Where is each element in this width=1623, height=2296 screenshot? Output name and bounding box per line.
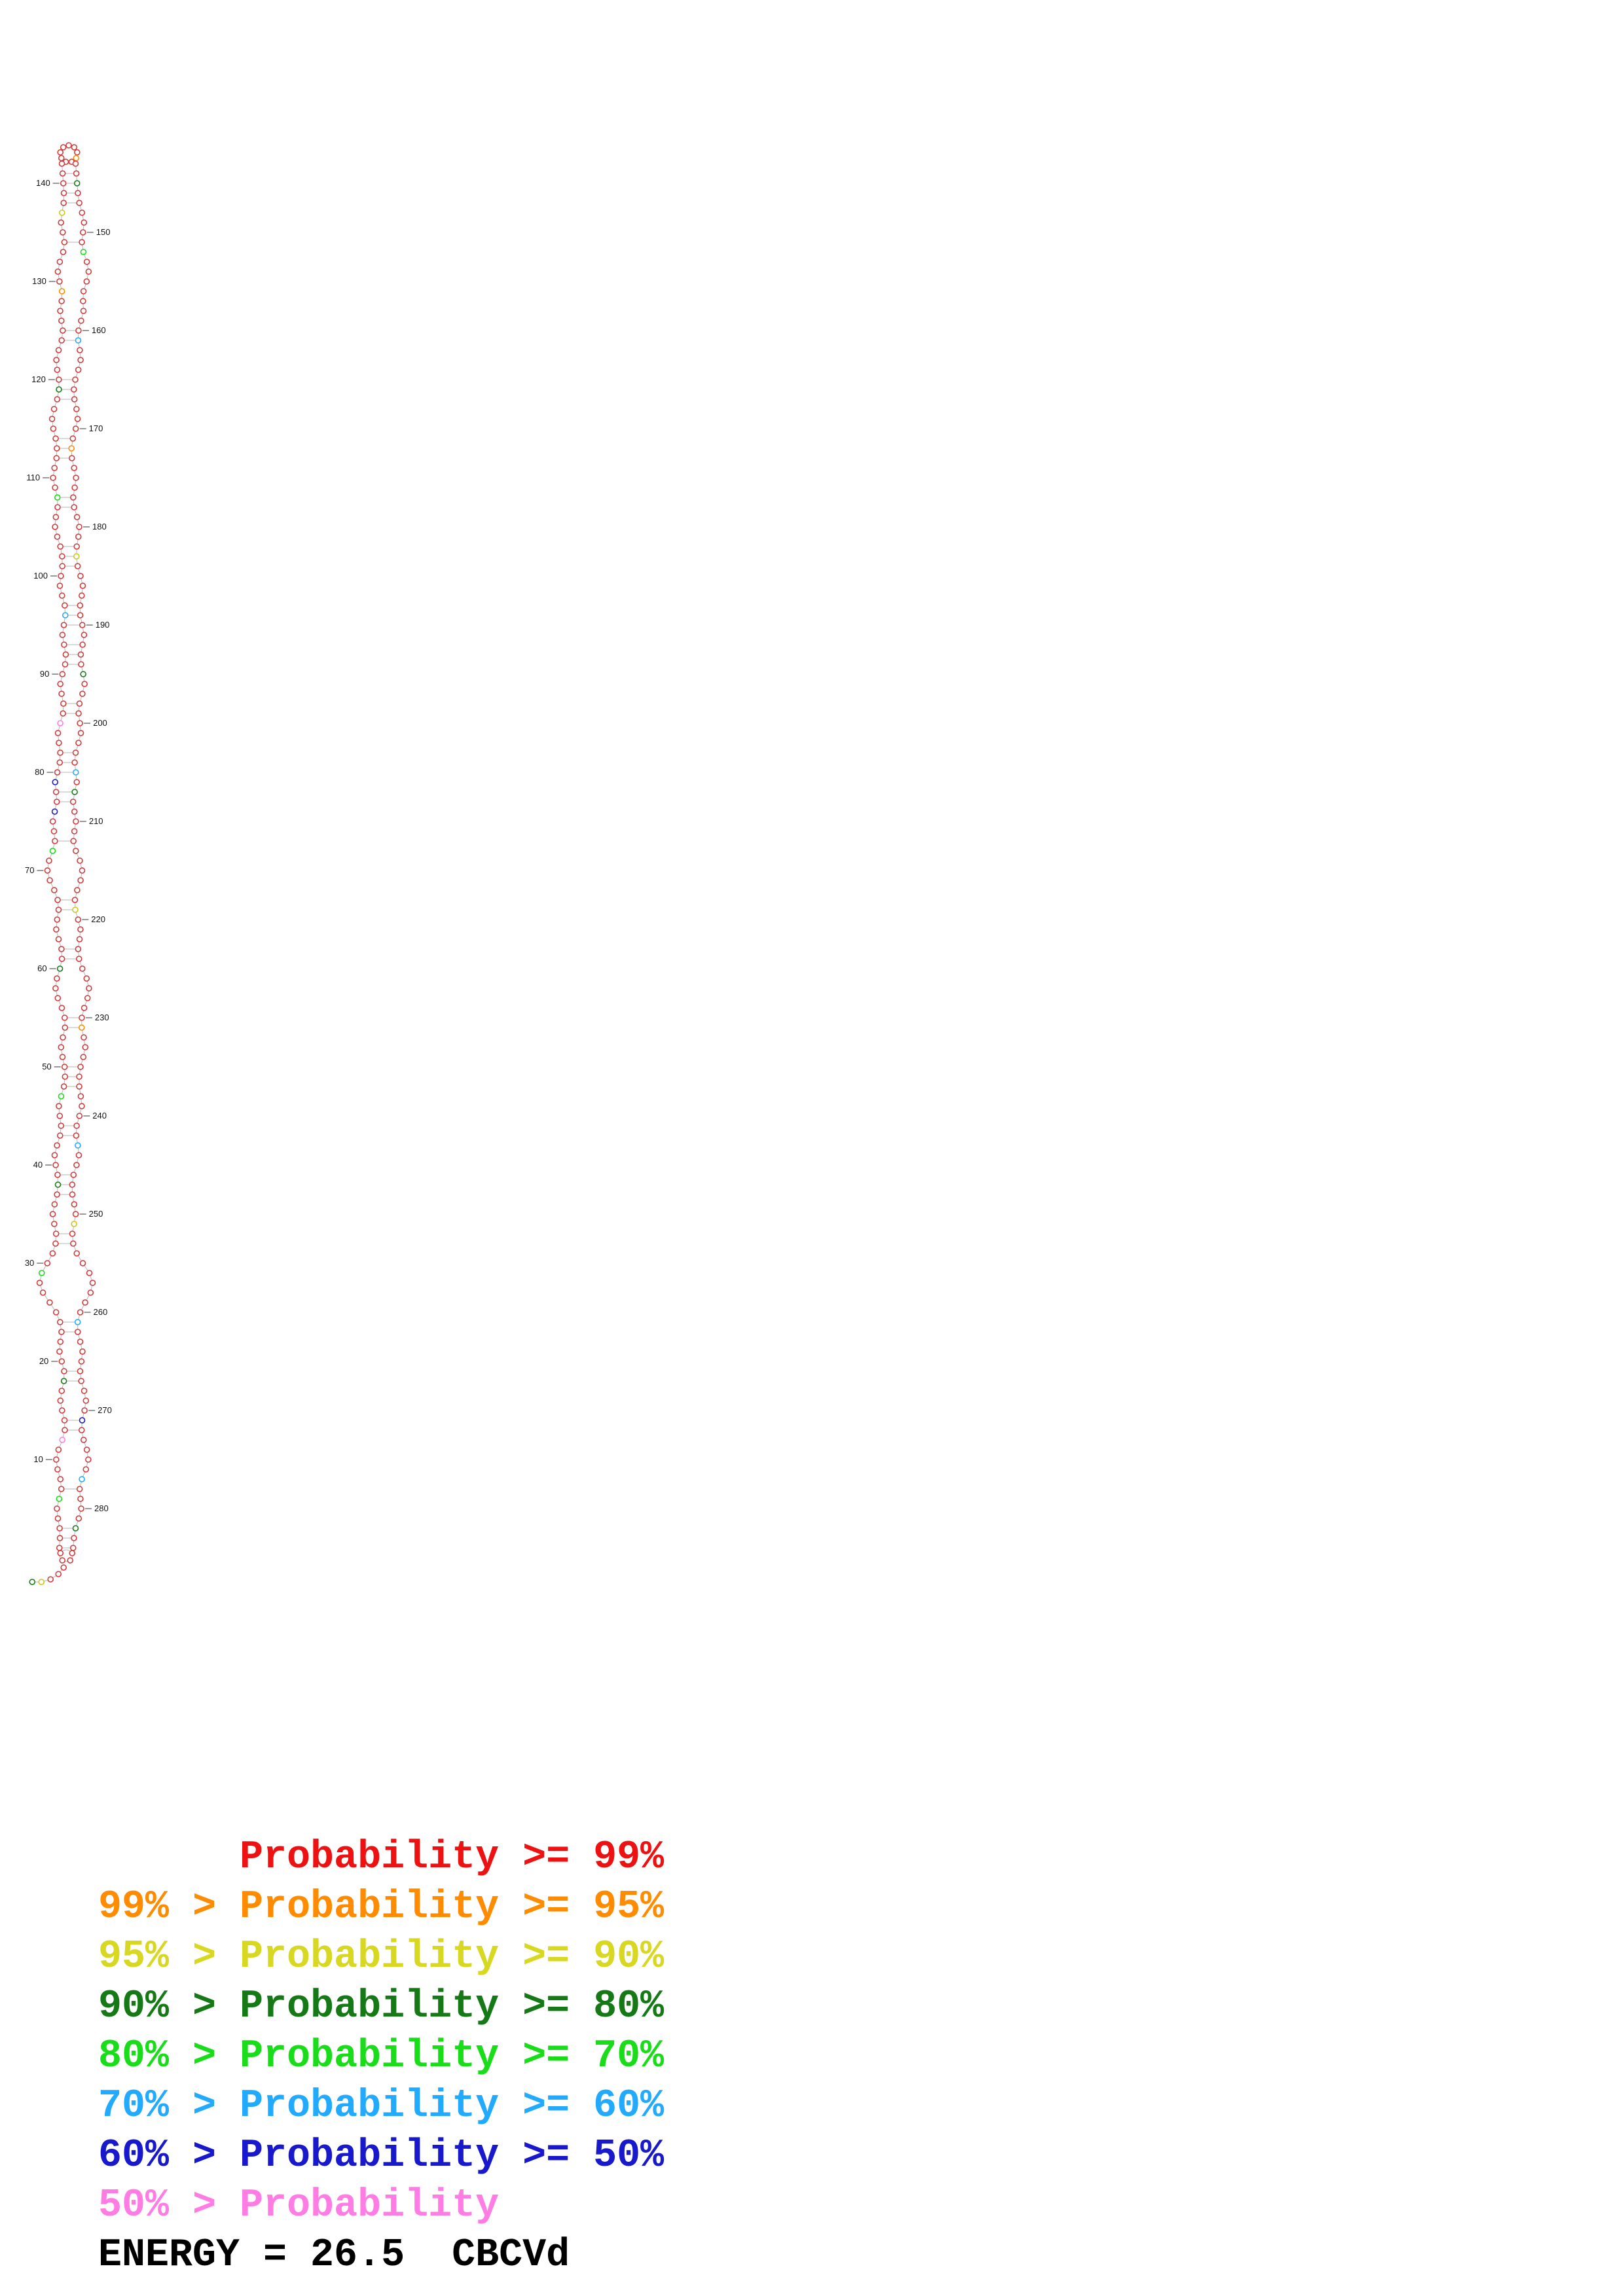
- legend-entry-7: 50% > Probability: [98, 2183, 500, 2228]
- position-label: 140: [36, 178, 50, 188]
- position-label: 30: [25, 1258, 34, 1268]
- position-label: 90: [40, 669, 49, 679]
- legend-entry-3: 90% > Probability >= 80%: [98, 1984, 665, 2029]
- position-label: 100: [33, 571, 48, 581]
- base-pairs: [57, 163, 81, 1549]
- position-label: 20: [39, 1356, 48, 1366]
- position-labels: 140 130 120 110 100 90 80 70 60 50 40 30 20 10 150 160 1…: [25, 178, 112, 1513]
- position-label: 200: [93, 718, 107, 728]
- position-label: 50: [42, 1062, 51, 1071]
- position-label: 250: [89, 1209, 103, 1219]
- legend-entry-1: 99% > Probability >= 95%: [98, 1885, 665, 1929]
- position-label: 280: [94, 1503, 109, 1513]
- position-label: 120: [31, 374, 46, 384]
- position-label: 270: [98, 1405, 112, 1415]
- position-label: 180: [92, 522, 107, 531]
- position-label: 70: [25, 865, 34, 875]
- legend-entry-5: 70% > Probability >= 60%: [98, 2084, 665, 2128]
- position-label: 170: [89, 423, 103, 433]
- legend-entry-2: 95% > Probability >= 90%: [98, 1935, 665, 1979]
- position-label: 60: [37, 963, 46, 973]
- position-label: 40: [33, 1160, 43, 1170]
- legend-entry-0: Probability >= 99%: [98, 1835, 665, 1880]
- position-label: 190: [96, 620, 110, 630]
- position-label: 10: [33, 1454, 43, 1464]
- position-label: 230: [95, 1013, 109, 1022]
- position-label: 240: [92, 1111, 107, 1121]
- position-label: 220: [91, 914, 105, 924]
- position-label: 130: [32, 276, 46, 286]
- position-label: 260: [94, 1307, 108, 1317]
- position-label: 210: [89, 816, 103, 826]
- position-label: 80: [35, 767, 44, 777]
- rna-secondary-structure: 140 130 120 110 100 90 80 70 60 50 40 30 20 10 150 160 1…: [25, 142, 112, 1585]
- nucleotides: [29, 142, 96, 1585]
- position-label: 110: [26, 473, 40, 482]
- probability-legend: Probability >= 99% 99% > Probability >= 9…: [98, 1833, 664, 2231]
- legend-entry-4: 80% > Probability >= 70%: [98, 2034, 665, 2079]
- position-label: 160: [92, 325, 106, 335]
- energy-label: ENERGY = 26.5 CBCVd: [98, 2233, 570, 2278]
- legend-entry-6: 60% > Probability >= 50%: [98, 2134, 665, 2178]
- position-label: 150: [96, 227, 111, 237]
